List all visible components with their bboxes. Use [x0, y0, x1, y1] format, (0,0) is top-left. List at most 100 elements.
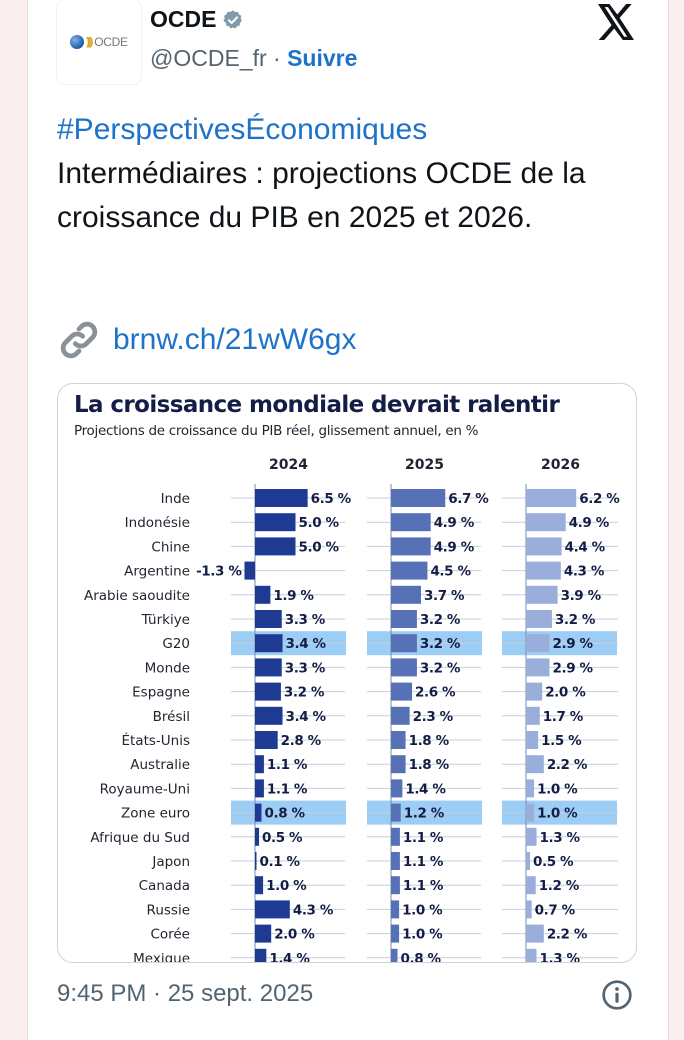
bar-2024	[255, 585, 271, 604]
data-label: 0.8 %	[264, 806, 305, 822]
data-label: 1.0 %	[537, 781, 578, 797]
bar-2026	[526, 513, 566, 532]
bar-2025	[391, 948, 398, 962]
bar-2025	[391, 779, 403, 798]
data-label: 1.4 %	[405, 781, 446, 797]
data-label: 3.4 %	[286, 636, 327, 652]
data-label: 2.2 %	[547, 927, 588, 943]
data-label: 2.8 %	[281, 733, 322, 749]
data-label: 1.0 %	[402, 902, 443, 918]
bar-2024	[255, 731, 278, 749]
bar-2024	[255, 706, 283, 725]
bar-2025	[391, 682, 413, 701]
data-label: 1.2 %	[539, 878, 580, 894]
bar-2024	[255, 900, 290, 919]
bar-2025	[391, 634, 417, 653]
bar-chart: Inde Indonésie Chine Argentine Arabie saoudi…	[84, 484, 621, 962]
category-label: Corée	[150, 927, 190, 943]
bar-2025	[391, 876, 400, 895]
category-label: Chine	[151, 539, 190, 555]
data-label: 4.9 %	[434, 515, 475, 531]
data-label: 1.0 %	[402, 927, 443, 943]
data-label: 3.2 %	[420, 636, 461, 652]
category-label: Russie	[147, 902, 190, 918]
category-label: Australie	[130, 757, 190, 773]
bar-2026	[526, 827, 537, 846]
bar-2025	[391, 924, 400, 943]
bar-2025	[391, 489, 446, 507]
timestamp[interactable]: 9:45 PM · 25 sept. 2025	[57, 980, 314, 1007]
bar-2025	[391, 658, 417, 677]
category-label: Japon	[151, 854, 190, 870]
bar-2026	[526, 779, 535, 798]
bar-2024	[255, 948, 267, 962]
bar-2026	[526, 852, 531, 870]
bar-2026	[526, 755, 544, 774]
link-text[interactable]: brnw.ch/21wW6gx	[113, 323, 357, 356]
bar-2024	[255, 513, 296, 532]
bar-2024	[255, 658, 282, 677]
display-name[interactable]: OCDE	[150, 6, 217, 32]
data-label: 4.5 %	[430, 564, 471, 580]
data-label: 1.9 %	[273, 588, 314, 604]
link-row[interactable]: brnw.ch/21wW6gx	[57, 318, 356, 362]
info-icon[interactable]	[601, 979, 633, 1011]
data-label: 6.2 %	[579, 491, 620, 507]
bar-2024	[255, 803, 262, 822]
avatar-logo-text: OCDE	[94, 35, 128, 49]
bar-2026	[526, 658, 550, 677]
bar-2026	[526, 489, 577, 507]
data-label: 3.3 %	[285, 660, 326, 676]
data-label: 0.5 %	[533, 854, 574, 870]
bar-2025	[391, 513, 431, 532]
data-label: 3.2 %	[284, 685, 325, 701]
follow-button[interactable]: Suivre	[287, 45, 358, 71]
data-label: 3.9 %	[561, 588, 602, 604]
data-label: 0.8 %	[400, 951, 441, 962]
data-label: 4.3 %	[564, 564, 605, 580]
data-label: 2.9 %	[552, 636, 593, 652]
category-label: Espagne	[132, 685, 190, 701]
bar-2025	[391, 610, 417, 628]
data-label: 1.8 %	[409, 733, 450, 749]
bar-2026	[526, 900, 532, 919]
bar-2024	[255, 634, 283, 653]
bar-2026	[526, 561, 561, 580]
handle[interactable]: @OCDE_fr	[150, 45, 267, 71]
bar-2025	[391, 706, 410, 725]
chart-image[interactable]: La croissance mondiale devrait ralentir …	[57, 383, 637, 963]
hashtag-link[interactable]: #PerspectivesÉconomiques	[57, 113, 428, 146]
data-label: 6.7 %	[448, 491, 489, 507]
bar-2026	[526, 537, 562, 556]
data-label: 5.0 %	[299, 539, 340, 555]
data-label: 3.2 %	[420, 612, 461, 628]
bar-2025	[391, 803, 401, 822]
data-label: 4.3 %	[293, 902, 334, 918]
data-label: 1.0 %	[266, 878, 307, 894]
bar-2024	[255, 755, 264, 774]
avatar[interactable]: ))) OCDE	[57, 0, 141, 84]
data-label: 0.5 %	[262, 830, 303, 846]
category-label: Canada	[139, 878, 190, 894]
data-label: 3.7 %	[424, 588, 465, 604]
bar-2024	[255, 682, 281, 701]
data-label: 1.1 %	[267, 781, 308, 797]
bar-2024	[244, 561, 255, 580]
x-logo-icon[interactable]	[596, 4, 636, 40]
data-label: 3.4 %	[286, 709, 327, 725]
category-label: Arabie saoudite	[84, 588, 190, 604]
bar-2026	[526, 634, 550, 653]
bar-2024	[255, 537, 296, 556]
category-label: Royaume-Uni	[100, 781, 190, 797]
category-label: États-Unis	[121, 732, 190, 749]
category-label: Indonésie	[125, 515, 190, 531]
ocde-arcs-icon: )))	[86, 36, 93, 48]
chart-subtitle: Projections de croissance du PIB réel, g…	[74, 423, 479, 439]
bar-2026	[526, 585, 558, 604]
data-label: 2.6 %	[415, 685, 456, 701]
category-label: Inde	[161, 491, 190, 507]
chart-title: La croissance mondiale devrait ralentir	[74, 392, 560, 418]
data-label: 0.7 %	[535, 902, 576, 918]
data-label: 5.0 %	[299, 515, 340, 531]
bar-2024	[255, 610, 282, 628]
